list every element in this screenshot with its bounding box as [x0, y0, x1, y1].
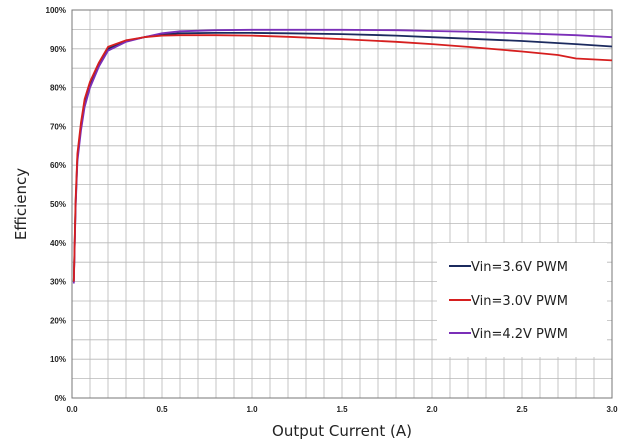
x-tick-label: 1.5: [336, 405, 348, 414]
y-axis-title: Efficiency: [12, 168, 30, 240]
y-tick-label: 30%: [50, 278, 66, 287]
legend-label-vin-3-6v: Vin=3.6V PWM: [471, 260, 568, 275]
x-tick-label: 3.0: [606, 405, 618, 414]
y-tick-label: 40%: [50, 239, 66, 248]
x-tick-label: 0.0: [66, 405, 78, 414]
y-tick-labels: 0% 10% 20% 30% 40% 50% 60% 70% 80% 90% 100%: [46, 6, 66, 403]
y-tick-label: 20%: [50, 316, 66, 325]
y-tick-label: 90%: [50, 45, 66, 54]
plot-frame: [71, 9, 613, 399]
x-tick-label: 1.0: [246, 405, 258, 414]
y-tick-label: 60%: [50, 161, 66, 170]
y-tick-label: 0%: [54, 394, 66, 403]
y-tick-label: 70%: [50, 122, 66, 131]
series-line-vin-4-2v: [72, 28, 613, 284]
x-axis-title: Output Current (A): [272, 422, 412, 440]
y-tick-label: 50%: [50, 200, 66, 209]
x-tick-label: 2.0: [426, 405, 438, 414]
series-line-vin-3-0v: [72, 34, 613, 282]
x-tick-label: 0.5: [156, 405, 168, 414]
y-tick-label: 80%: [50, 84, 66, 93]
y-tick-label: 10%: [50, 355, 66, 364]
x-tick-labels: 0.0 0.5 1.0 1.5 2.0 2.5 3.0: [66, 405, 618, 414]
series-lines: [72, 28, 613, 284]
x-tick-label: 2.5: [516, 405, 528, 414]
y-tick-label: 100%: [46, 6, 66, 15]
legend: Vin=3.6V PWM Vin=3.0V PWM Vin=4.2V PWM: [437, 243, 607, 357]
legend-label-vin-4-2v: Vin=4.2V PWM: [471, 327, 568, 342]
legend-label-vin-3-0v: Vin=3.0V PWM: [471, 294, 568, 309]
